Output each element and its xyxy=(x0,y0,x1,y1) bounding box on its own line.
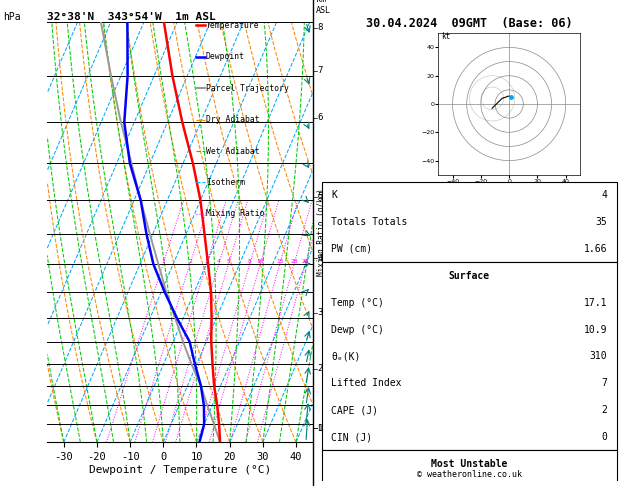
Text: Mixing Ratio: Mixing Ratio xyxy=(206,209,264,218)
Text: 2: 2 xyxy=(601,405,608,415)
Text: Dewpoint: Dewpoint xyxy=(206,52,245,61)
Text: Parcel Trajectory: Parcel Trajectory xyxy=(206,84,289,93)
Text: © weatheronline.co.uk: © weatheronline.co.uk xyxy=(417,470,521,479)
Text: 4: 4 xyxy=(318,254,323,262)
Text: 10.9: 10.9 xyxy=(584,325,608,334)
Text: K: K xyxy=(331,190,337,200)
Text: 0: 0 xyxy=(601,432,608,442)
Text: 15: 15 xyxy=(276,259,284,264)
Text: 6: 6 xyxy=(318,113,323,122)
Text: 5: 5 xyxy=(318,192,323,201)
Text: 10: 10 xyxy=(257,259,264,264)
X-axis label: Dewpoint / Temperature (°C): Dewpoint / Temperature (°C) xyxy=(89,465,271,475)
Bar xyxy=(322,262,616,451)
Text: LCL: LCL xyxy=(318,423,333,433)
Text: PW (cm): PW (cm) xyxy=(331,244,372,254)
Text: 3: 3 xyxy=(204,259,208,264)
Text: CAPE (J): CAPE (J) xyxy=(331,405,378,415)
Text: Isotherm: Isotherm xyxy=(206,178,245,187)
Text: Temperature: Temperature xyxy=(206,21,259,30)
Text: Totals Totals: Totals Totals xyxy=(331,217,408,227)
Text: hPa: hPa xyxy=(3,12,21,22)
Text: 1.66: 1.66 xyxy=(584,244,608,254)
Text: θₑ(K): θₑ(K) xyxy=(331,351,360,362)
Text: 7: 7 xyxy=(601,378,608,388)
Text: kt: kt xyxy=(442,32,450,41)
Text: 310: 310 xyxy=(590,351,608,362)
Bar xyxy=(322,182,616,262)
Text: Dewp (°C): Dewp (°C) xyxy=(331,325,384,334)
Text: 20: 20 xyxy=(291,259,298,264)
Text: Mixing Ratio (g/kg): Mixing Ratio (g/kg) xyxy=(318,188,326,276)
Text: 8: 8 xyxy=(318,23,323,32)
Bar xyxy=(322,451,616,486)
Text: Surface: Surface xyxy=(448,271,490,281)
Text: 8: 8 xyxy=(248,259,252,264)
Text: Wet Adiabat: Wet Adiabat xyxy=(206,147,259,156)
Text: 1: 1 xyxy=(161,259,165,264)
Text: 1: 1 xyxy=(318,423,323,433)
Text: 35: 35 xyxy=(596,217,608,227)
Text: 7: 7 xyxy=(318,66,323,75)
Text: 32°38'N  343°54'W  1m ASL: 32°38'N 343°54'W 1m ASL xyxy=(47,12,216,22)
Text: Dry Adiabat: Dry Adiabat xyxy=(206,115,259,124)
Text: km
ASL: km ASL xyxy=(316,0,331,15)
Text: 30.04.2024  09GMT  (Base: 06): 30.04.2024 09GMT (Base: 06) xyxy=(366,17,572,30)
Text: 3: 3 xyxy=(318,308,323,317)
Text: CIN (J): CIN (J) xyxy=(331,432,372,442)
Text: 4: 4 xyxy=(217,259,221,264)
Text: Most Unstable: Most Unstable xyxy=(431,459,508,469)
Text: 17.1: 17.1 xyxy=(584,298,608,308)
Text: 25: 25 xyxy=(302,259,309,264)
Text: 4: 4 xyxy=(601,190,608,200)
Text: 5: 5 xyxy=(226,259,230,264)
Text: Lifted Index: Lifted Index xyxy=(331,378,401,388)
Text: 2: 2 xyxy=(188,259,192,264)
Text: 2: 2 xyxy=(318,364,323,373)
Text: Temp (°C): Temp (°C) xyxy=(331,298,384,308)
